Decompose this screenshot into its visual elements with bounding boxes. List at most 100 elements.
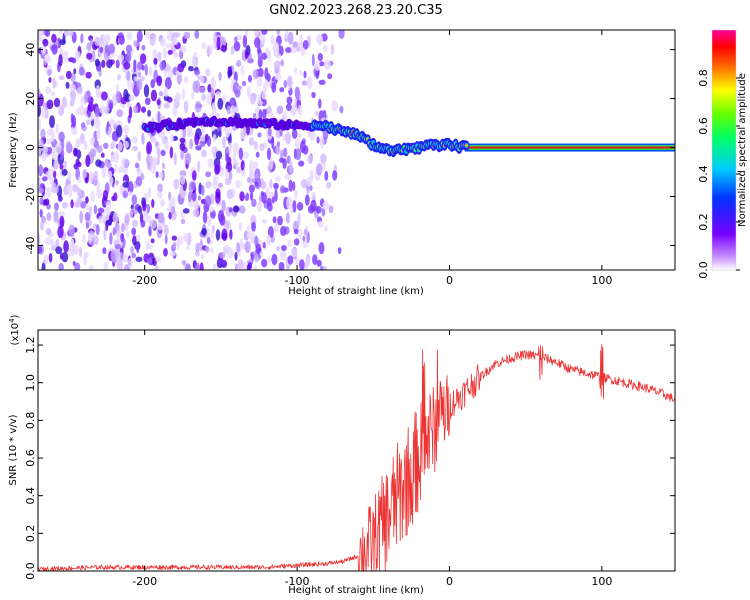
- noise-blob: [142, 200, 147, 212]
- noise-blob: [214, 164, 220, 175]
- noise-blob: [128, 106, 133, 119]
- noise-blob: [124, 213, 130, 226]
- snr-y-tick-label: 1.0: [24, 374, 37, 392]
- noise-blob: [143, 84, 150, 98]
- noise-blob: [136, 242, 140, 254]
- noise-blob: [172, 36, 178, 45]
- noise-blob: [216, 36, 221, 50]
- noise-blob: [163, 248, 168, 257]
- noise-blob: [299, 140, 306, 154]
- noise-blob: [294, 138, 300, 149]
- noise-blob: [257, 46, 261, 54]
- noise-blob: [278, 261, 285, 270]
- noise-blob: [160, 149, 166, 157]
- noise-blob: [256, 77, 263, 88]
- carrier-band-core: [464, 146, 675, 149]
- noise-blob: [194, 132, 200, 146]
- noise-blob: [171, 196, 176, 204]
- noise-blob: [229, 229, 233, 240]
- noise-blob: [299, 259, 305, 270]
- noise-blob: [222, 136, 226, 149]
- noise-blob: [85, 154, 91, 168]
- snr-y-axis: 0.0 0.2 0.4 0.6 0.8 1.0 1.2: [24, 336, 675, 580]
- colorbar-tick-label: 0.4: [697, 165, 710, 183]
- noise-blob: [45, 86, 51, 95]
- snr-series: [38, 343, 675, 571]
- noise-blob: [179, 174, 186, 185]
- noise-blob: [243, 261, 247, 270]
- noise-blob: [45, 186, 52, 199]
- noise-blob: [42, 38, 49, 47]
- noise-blob: [172, 135, 179, 142]
- noise-blob: [117, 54, 125, 62]
- noise-blob: [107, 170, 113, 178]
- noise-blob: [105, 201, 112, 210]
- noise-blob: [120, 96, 128, 105]
- noise-blob: [254, 142, 259, 152]
- noise-blob: [225, 153, 230, 163]
- noise-blob: [194, 69, 201, 76]
- spectrogram-x-axis: -200 -100 0 100: [132, 30, 612, 287]
- noise-blob: [319, 265, 324, 270]
- noise-blob: [163, 224, 169, 236]
- noise-blob: [181, 259, 187, 266]
- noise-blob: [286, 196, 293, 210]
- noise-blob: [255, 173, 260, 180]
- noise-blob: [88, 171, 94, 185]
- noise-blob: [82, 233, 86, 244]
- noise-blob: [132, 235, 137, 246]
- noise-blob: [61, 251, 69, 263]
- noise-blob: [190, 181, 196, 191]
- noise-blob: [287, 31, 294, 45]
- noise-blob: [141, 44, 146, 51]
- noise-blob: [287, 255, 294, 265]
- spectrogram-frame: [37, 29, 676, 271]
- noise-blob: [151, 198, 155, 208]
- spectrogram-y-axis: -40 -20 0 20 40: [24, 43, 675, 254]
- noise-blob: [80, 132, 85, 145]
- noise-blob: [145, 240, 150, 250]
- noise-blob: [165, 43, 172, 49]
- noise-blob: [285, 131, 292, 145]
- noise-blob: [62, 202, 69, 209]
- colorbar-tick-label: 0.2: [697, 213, 710, 231]
- noise-blob: [290, 247, 298, 257]
- noise-blob: [204, 245, 210, 253]
- noise-blob: [233, 159, 239, 169]
- noise-blob: [144, 97, 151, 106]
- noise-blob: [103, 261, 108, 270]
- noise-blob: [172, 241, 177, 249]
- noise-blob: [232, 142, 240, 155]
- noise-blob: [131, 227, 137, 236]
- noise-blob: [156, 75, 163, 87]
- colorbar-tick-label: 0.8: [697, 69, 710, 87]
- noise-blob: [77, 87, 83, 95]
- noise-blob: [252, 93, 257, 101]
- noise-blob: [210, 247, 214, 254]
- noise-blob: [101, 59, 106, 68]
- noise-blob: [131, 219, 139, 228]
- noise-blob: [236, 60, 242, 67]
- noise-blob: [38, 93, 44, 107]
- noise-blob: [166, 30, 173, 41]
- noise-blob: [252, 161, 259, 169]
- noise-blob: [251, 198, 257, 208]
- noise-blob: [120, 233, 125, 243]
- noise-blob: [118, 35, 125, 45]
- noise-blob: [249, 137, 255, 146]
- noise-blob: [159, 60, 166, 71]
- snr-x-axis: -200 -100 0 100: [132, 330, 612, 588]
- noise-blob: [255, 151, 260, 158]
- noise-blob: [106, 219, 113, 226]
- noise-blob: [152, 156, 157, 170]
- noise-blob: [257, 67, 264, 78]
- noise-blob: [146, 141, 153, 155]
- noise-blob: [234, 106, 239, 113]
- noise-blob: [228, 171, 233, 181]
- noise-blob: [239, 191, 245, 202]
- noise-blob: [102, 190, 108, 201]
- snr-x-tick-label: -100: [285, 575, 310, 588]
- noise-blob: [201, 149, 207, 158]
- noise-blob: [46, 128, 54, 136]
- noise-blob: [55, 238, 60, 249]
